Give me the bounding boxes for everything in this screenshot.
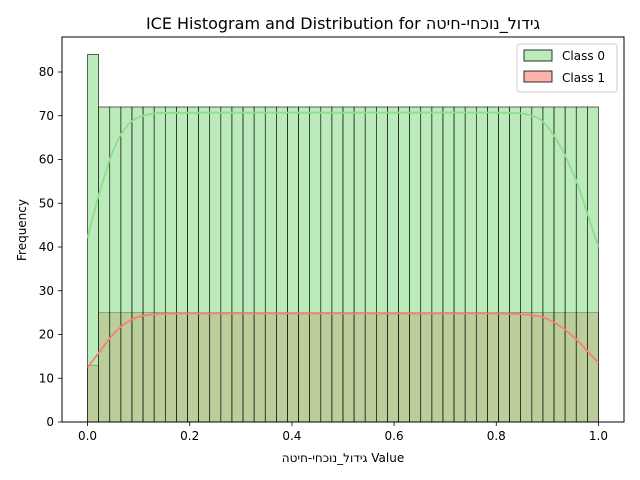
legend-swatch-class-1: [523, 70, 553, 83]
bar-class-0-bin-43: [564, 106, 577, 423]
y-axis-ticks: 0 10 20 30 40 50 60 70 80: [39, 65, 62, 429]
bar-class-0-bin-39: [520, 106, 533, 423]
legend-swatch-class-0: [523, 49, 553, 62]
bar-class-0-bin-24: [353, 106, 366, 423]
bar-class-0-bin-36: [487, 106, 499, 423]
y-axis-label: Frequency: [15, 199, 29, 261]
y-tick-label: 70: [39, 109, 54, 123]
plot-frame: [61, 36, 625, 423]
bar-class-0-bin-11: [209, 106, 222, 423]
bar-class-0-bin-22: [331, 106, 344, 423]
bar-class-0-bin-35: [475, 106, 488, 423]
bar-class-0-bin-21: [320, 106, 333, 423]
bar-class-0-bin-41: [542, 106, 555, 423]
bar-class-0-bin-37: [498, 106, 510, 423]
bar-class-0-bin-6: [153, 106, 166, 423]
legend: Class 0 Class 1: [516, 43, 618, 93]
x-tick-label: 0.2: [180, 429, 199, 443]
x-tick-label: 0.4: [282, 429, 301, 443]
x-tick-label: 0.8: [487, 429, 506, 443]
bar-class-0-bin-0: [87, 54, 99, 423]
bar-class-0-bin-26: [376, 106, 388, 423]
bar-class-0-bin-13: [231, 106, 244, 423]
bar-class-0-bin-30: [420, 106, 433, 423]
bar-class-0-bin-45: [587, 106, 599, 423]
bar-class-0-bin-7: [164, 106, 177, 423]
bar-class-0-bin-1: [98, 106, 111, 423]
class-0-kde-line: [86, 111, 600, 248]
y-tick-label: 0: [46, 415, 54, 429]
legend-label-class-0: Class 0: [562, 49, 605, 63]
bar-class-0-bin-33: [453, 106, 466, 423]
bar-class-0-bin-40: [531, 106, 544, 423]
bar-class-0-bin-10: [198, 106, 211, 423]
bar-class-0-bin-15: [253, 106, 266, 423]
bar-class-0-bin-38: [509, 106, 522, 423]
bar-class-0-bin-23: [342, 106, 355, 423]
bar-class-0-bin-44: [575, 106, 588, 423]
x-axis-ticks: 0.0 0.2 0.4 0.6 0.8 1.0: [78, 422, 608, 443]
y-tick-label: 50: [39, 196, 54, 210]
bar-class-0-bin-31: [431, 106, 444, 423]
y-tick-label: 10: [39, 371, 54, 385]
y-tick-label: 80: [39, 65, 54, 79]
x-tick-label: 0.6: [385, 429, 404, 443]
class-1-kde-line: [86, 312, 600, 368]
bar-class-0-bin-8: [176, 106, 188, 423]
y-tick-label: 40: [39, 240, 54, 254]
bar-class-0-bin-18: [287, 106, 299, 423]
bar-class-0-bin-17: [276, 106, 288, 423]
bar-class-0-bin-27: [387, 106, 399, 423]
x-axis-label: גידול_נוכחי-חיטה Value: [282, 451, 404, 465]
bar-class-0-bin-25: [364, 106, 377, 423]
bar-class-0-bin-14: [242, 106, 255, 423]
bar-class-0-bin-5: [142, 106, 155, 423]
bar-class-0-bin-4: [131, 106, 144, 423]
class-0-bars: [87, 54, 599, 423]
x-tick-label: 0.0: [78, 429, 97, 443]
y-tick-label: 60: [39, 153, 54, 167]
y-tick-label: 20: [39, 328, 54, 342]
bar-class-0-bin-3: [120, 106, 133, 423]
bar-class-0-bin-16: [264, 106, 277, 423]
bar-class-0-bin-20: [309, 106, 322, 423]
bar-class-0-bin-28: [398, 106, 410, 423]
x-tick-label: 1.0: [589, 429, 608, 443]
bar-class-0-bin-19: [298, 106, 310, 423]
bar-class-0-bin-12: [220, 106, 233, 423]
legend-label-class-1: Class 1: [562, 71, 605, 85]
bar-class-0-bin-34: [464, 106, 477, 423]
y-tick-label: 30: [39, 284, 54, 298]
chart-title: ICE Histogram and Distribution for גידול…: [146, 14, 541, 34]
bar-class-0-bin-29: [409, 106, 422, 423]
bar-class-0-bin-9: [187, 106, 199, 423]
bar-class-0-bin-32: [442, 106, 455, 423]
